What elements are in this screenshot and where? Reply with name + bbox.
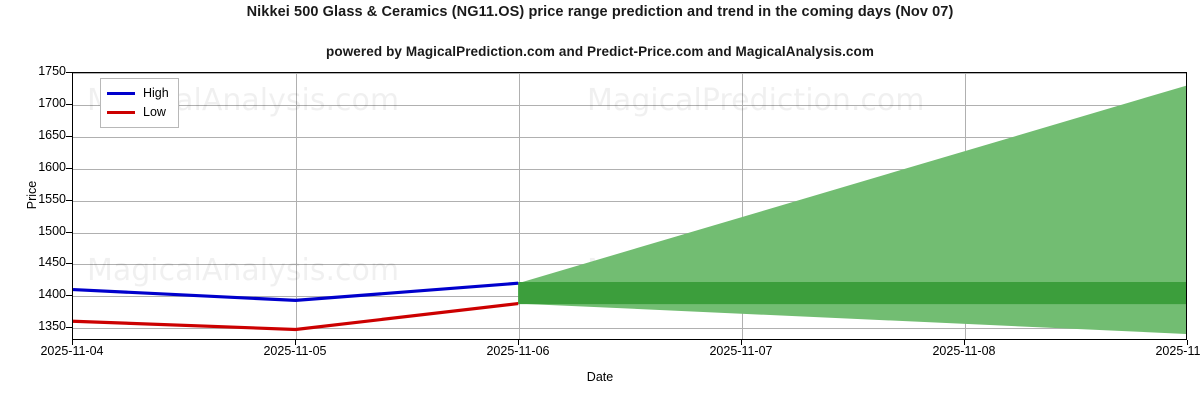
y-axis-tick-mark (66, 103, 72, 105)
legend[interactable]: High Low (100, 78, 179, 128)
gridline-horizontal (73, 73, 1186, 74)
x-axis-tick-mark (295, 340, 296, 345)
y-axis-tick-mark (66, 72, 72, 73)
x-axis-tick-mark (518, 340, 519, 345)
gridline-horizontal (73, 104, 1186, 106)
gridline-horizontal (73, 232, 1186, 234)
x-axis-tick-label: 2025-11-04 (40, 344, 104, 358)
legend-swatch-low (107, 111, 135, 114)
data-layer (73, 85, 1186, 334)
y-axis-tick-label: 1750 (38, 64, 66, 78)
x-axis-tick-label: 2025-11-07 (709, 344, 773, 358)
legend-label-high: High (143, 86, 169, 100)
prediction-range-inner-band (518, 282, 1186, 305)
y-axis-tick-mark (66, 167, 72, 169)
gridline-horizontal (73, 136, 1186, 138)
y-axis-tick-label: 1350 (38, 319, 66, 334)
gridline-vertical (742, 73, 743, 339)
x-axis-tick-mark (1187, 340, 1188, 345)
x-axis-label: Date (586, 370, 614, 384)
gridline-horizontal (73, 200, 1186, 202)
y-axis-tick-label: 1400 (38, 287, 66, 302)
gridline-vertical (519, 73, 520, 339)
x-axis-tick-label: 2025-11-09 (1155, 344, 1200, 358)
plot-area: MagicalAnalysis.com MagicalPrediction.com… (72, 72, 1187, 340)
x-axis-tick-label: 2025-11-08 (932, 344, 996, 358)
chart-subtitle: powered by MagicalPrediction.com and Pre… (326, 44, 874, 59)
x-axis-tick-label: 2025-11-05 (263, 344, 327, 358)
gridline-horizontal (73, 328, 1186, 330)
gridline-vertical (296, 73, 297, 339)
y-axis-tick-label: 1600 (38, 159, 66, 174)
y-axis-tick-mark (66, 199, 72, 201)
y-axis-tick-mark (66, 231, 72, 233)
y-axis-tick-mark (66, 327, 72, 329)
y-axis-tick-label: 1700 (38, 95, 66, 110)
legend-swatch-high (107, 92, 135, 95)
prediction-range-outer-band (518, 85, 1186, 334)
page-title: Nikkei 500 Glass & Ceramics (NG11.OS) pr… (246, 4, 954, 20)
gridline-horizontal (73, 168, 1186, 170)
x-axis-tick-label: 2025-11-06 (486, 344, 550, 358)
low-price-line (73, 301, 519, 332)
y-axis-tick-label: 1500 (38, 223, 66, 238)
y-axis-tick-label: 1650 (38, 127, 66, 142)
y-axis-tick-label: 1550 (38, 191, 66, 206)
y-axis-tick-mark (66, 295, 72, 297)
x-axis-tick-mark (964, 340, 965, 345)
legend-item-low[interactable]: Low (107, 103, 169, 122)
y-axis-tick-label: 1450 (38, 255, 66, 270)
y-axis-tick-mark (66, 135, 72, 137)
y-axis-tick-mark (66, 263, 72, 265)
x-axis-tick-mark (72, 340, 73, 345)
legend-label-low: Low (143, 105, 166, 119)
high-price-line (73, 281, 519, 302)
legend-item-high[interactable]: High (107, 84, 169, 103)
x-axis-tick-mark (741, 340, 742, 345)
